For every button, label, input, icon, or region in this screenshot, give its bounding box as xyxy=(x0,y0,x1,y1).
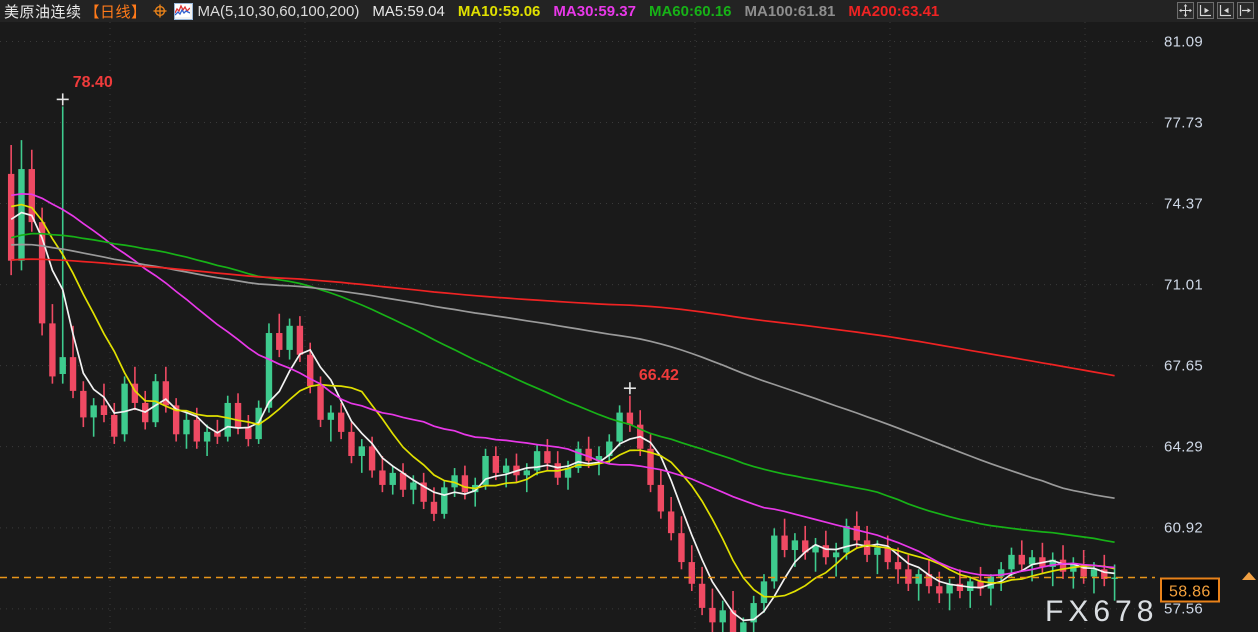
candlestick-canvas xyxy=(0,22,1155,632)
ma200-value: MA200:63.41 xyxy=(848,2,940,20)
price-axis-tick: 64.29 xyxy=(1164,438,1204,456)
ma-definition: MA(5,10,30,60,100,200) xyxy=(197,2,360,20)
price-axis-tick: 71.01 xyxy=(1164,276,1204,294)
shrink-left-button[interactable] xyxy=(1197,2,1214,19)
instrument-title: 美原油连续 xyxy=(4,3,82,21)
ma10-value: MA10:59.06 xyxy=(457,2,541,20)
price-axis[interactable]: 81.09 77.73 74.37 71.01 67.65 64.29 60.92 57.56… xyxy=(1155,22,1258,632)
ma-line-ma5 xyxy=(10,211,1115,622)
grid-lines xyxy=(0,22,1155,632)
crosshair-marker xyxy=(56,93,69,106)
price-axis-tick: 77.73 xyxy=(1164,114,1204,132)
high-annotation-label: 78.40 xyxy=(72,74,113,92)
ma30-value: MA30:59.37 xyxy=(553,2,636,20)
ma-line-ma200 xyxy=(11,258,1115,377)
ma-line-ma10 xyxy=(11,203,1115,598)
last-price-arrow xyxy=(1242,571,1256,580)
ma-line-ma60 xyxy=(10,232,1115,544)
price-plot[interactable]: 78.40 66.42 55.96 FX678 xyxy=(0,22,1155,632)
price-axis-tick: 67.65 xyxy=(1164,357,1204,375)
price-axis-tick: 74.37 xyxy=(1164,195,1204,213)
price-axis-tick: 57.56 xyxy=(1164,600,1204,618)
price-axis-tick: 60.92 xyxy=(1164,519,1204,537)
ma5-value: MA5:59.04 xyxy=(372,2,445,20)
crosshair-target-icon[interactable] xyxy=(153,4,167,18)
chart-header: 美原油连续 【日线】 MA(5,10,30,60,100,200) MA5:59… xyxy=(0,0,1258,22)
period-label[interactable]: 【日线】 xyxy=(84,3,147,21)
candles xyxy=(7,106,1118,632)
ma60-value: MA60:60.16 xyxy=(648,2,732,20)
price-axis-tick: 81.09 xyxy=(1164,33,1204,51)
ma-line-ma100 xyxy=(11,243,1115,500)
expand-right-button[interactable] xyxy=(1217,2,1234,19)
scroll-latest-button[interactable] xyxy=(1237,2,1254,19)
crosshair-marker xyxy=(623,382,636,395)
ma-line-ma30 xyxy=(11,193,1115,577)
mini-chart-icon[interactable] xyxy=(173,2,193,20)
fit-chart-button[interactable] xyxy=(1177,2,1194,19)
site-watermark: FX678 xyxy=(1045,595,1155,628)
chart-toolbar xyxy=(1177,2,1254,19)
last-price-tag[interactable]: 58.86 xyxy=(1160,577,1220,602)
ma100-value: MA100:61.81 xyxy=(744,2,836,20)
mid-annotation-label: 66.42 xyxy=(638,367,679,385)
